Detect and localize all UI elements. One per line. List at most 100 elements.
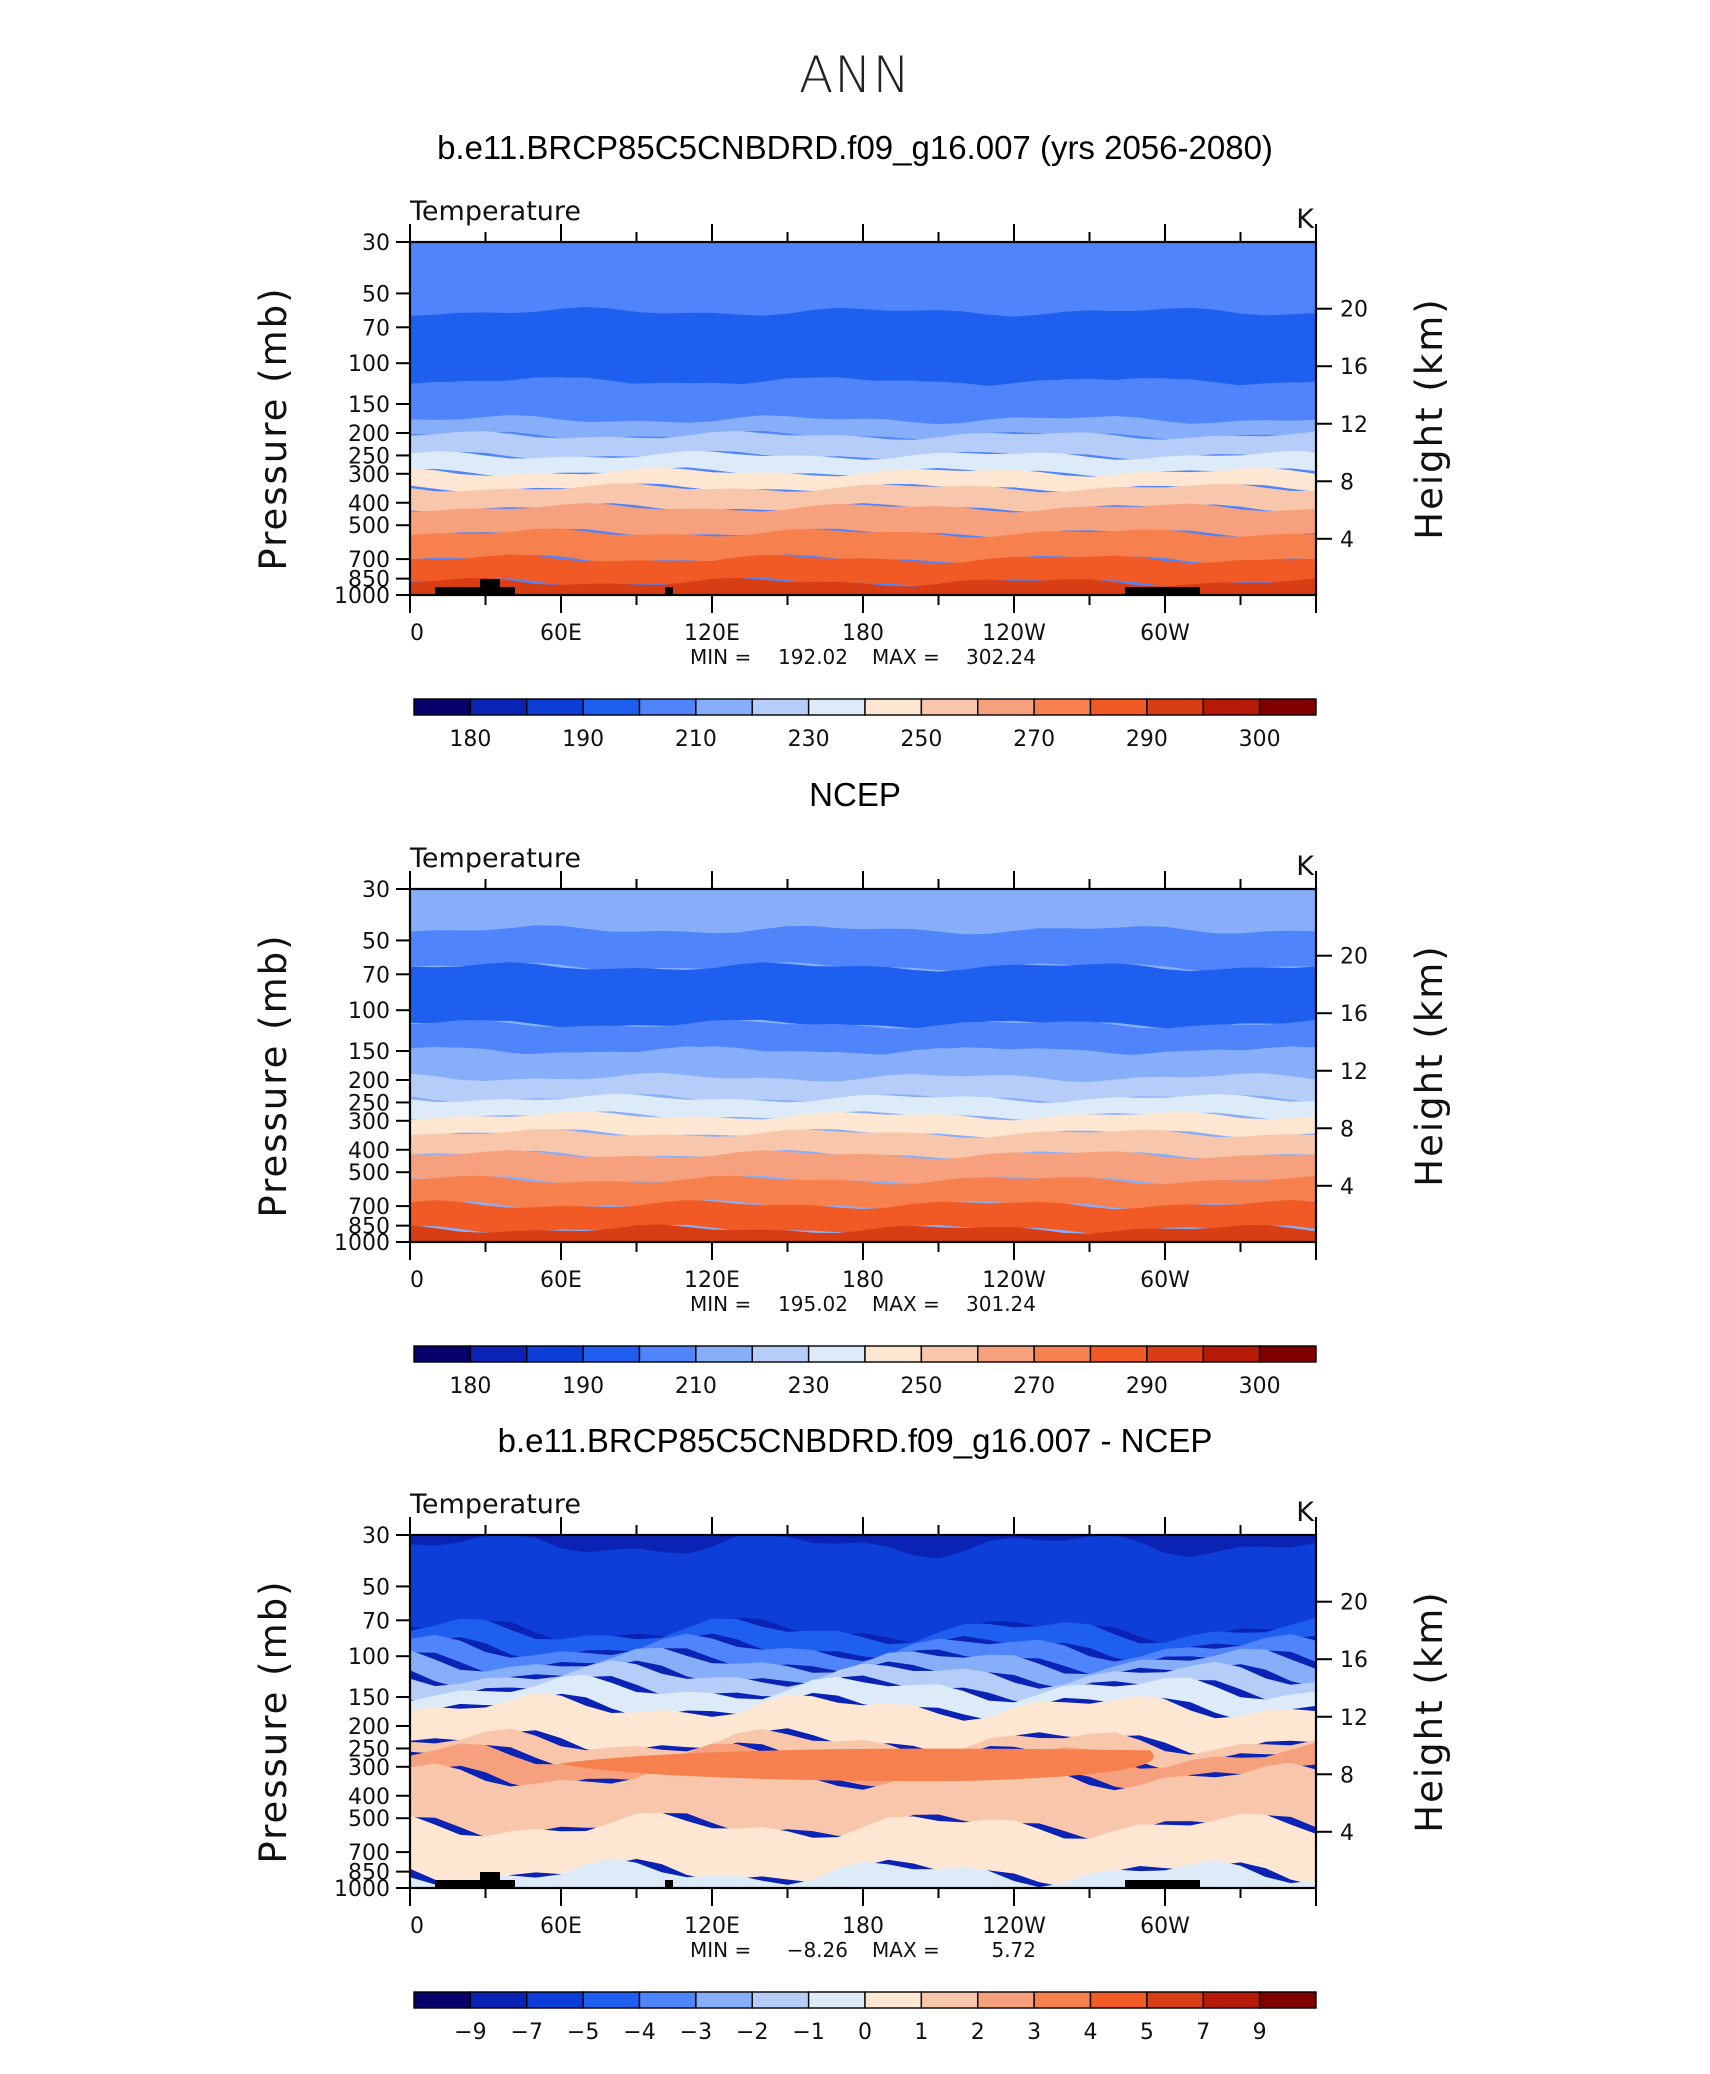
topography-block: [435, 1880, 515, 1888]
contour-band: [410, 1020, 1316, 1056]
max-label: MAX =: [872, 1938, 940, 1962]
colorbar-label: 210: [675, 1374, 717, 1399]
colorbar-swatch: [751, 1991, 810, 2009]
colorbar-swatch: [469, 698, 528, 716]
contour-band: [410, 431, 1316, 461]
colorbar-label: 4: [1084, 2020, 1098, 2045]
colorbar-label: 3: [1027, 2020, 1041, 2045]
x-tick-label: 120E: [684, 621, 740, 646]
y-tick-label: 500: [348, 1807, 390, 1832]
colorbar-label: 5: [1140, 2020, 1154, 2045]
colorbar-swatch: [807, 698, 866, 716]
x-tick-label: 0: [410, 1268, 424, 1293]
contour-band: [410, 414, 1316, 440]
x-tick-label: 60E: [540, 1268, 582, 1293]
contour-band: [410, 925, 1316, 972]
colorbar-swatch: [469, 1345, 528, 1363]
colorbar-swatch: [695, 1991, 753, 2009]
contour-band: [410, 307, 1316, 386]
y-tick-label: 500: [348, 514, 390, 539]
y-tick-label: 70: [362, 1609, 390, 1634]
y-tick-label: 250: [348, 444, 390, 469]
y-tick-label: 200: [348, 422, 390, 447]
colorbar-swatch: [638, 1991, 697, 2009]
contour-band: [410, 1660, 1316, 1703]
colorbar-label: 250: [900, 1374, 942, 1399]
colorbar-swatch: [864, 1345, 923, 1363]
x-tick-label: 60W: [1140, 621, 1190, 646]
variable-label: Temperature: [409, 196, 581, 227]
panel-3: b.e11.BRCP85C5CNBDRD.f09_g16.007 - NCEP T…: [252, 1422, 1451, 2045]
colorbar-label: 180: [449, 1374, 491, 1399]
panel-2: NCEP Temperature K 0 60E 120E 180 120W 60W MIN = 1…: [252, 776, 1451, 1399]
panel-subtitle: b.e11.BRCP85C5CNBDRD.f09_g16.007 (yrs 20…: [437, 129, 1273, 166]
y-tick-label: 1000: [334, 1877, 390, 1902]
y2-tick-label: 16: [1340, 1648, 1368, 1673]
colorbar-swatch: [413, 1345, 472, 1363]
colorbar-label: 230: [788, 1374, 830, 1399]
x-tick-label: 180: [842, 621, 884, 646]
topography-block: [435, 587, 515, 595]
colorbar-swatch: [864, 1991, 923, 2009]
y-tick-label: 150: [348, 393, 390, 418]
y2-tick-label: 4: [1340, 1175, 1354, 1200]
colorbar-swatch: [413, 698, 472, 716]
colorbar-swatch: [695, 698, 753, 716]
x-tick-label: 60E: [540, 1914, 582, 1939]
y2-tick-label: 8: [1340, 1763, 1354, 1788]
colorbar-swatch: [977, 698, 1035, 716]
y2-tick-label: 4: [1340, 528, 1354, 553]
colorbar-swatch: [1146, 1991, 1204, 2009]
contour-band: [410, 1110, 1316, 1138]
y-tick-label: 300: [348, 1756, 390, 1781]
colorbar-swatch: [807, 1991, 866, 2009]
y-tick-label: 250: [348, 1737, 390, 1762]
colorbar-label: −5: [567, 2020, 599, 2045]
colorbar-swatch: [1089, 1345, 1148, 1363]
colorbar-swatch: [864, 698, 923, 716]
min-label: MIN =: [690, 645, 751, 669]
colorbar-swatch: [582, 698, 641, 716]
colorbar-swatch: [638, 1345, 697, 1363]
x-tick-label: 180: [842, 1268, 884, 1293]
y-tick-label: 30: [362, 878, 390, 903]
colorbar-label: 290: [1126, 1374, 1168, 1399]
contour-band: [410, 1150, 1316, 1185]
topography-block: [480, 579, 500, 595]
topography-block: [480, 1872, 500, 1888]
y-tick-label: 200: [348, 1069, 390, 1094]
contour-band: [410, 577, 1316, 595]
colorbar-swatch: [1258, 698, 1317, 716]
colorbar-label: −1: [792, 2020, 824, 2045]
max-value: 5.72: [991, 1938, 1036, 1962]
panels: b.e11.BRCP85C5CNBDRD.f09_g16.007 (yrs 20…: [252, 129, 1451, 2045]
y2-tick-label: 12: [1340, 1706, 1368, 1731]
topography-block: [1125, 587, 1200, 595]
panel-1: b.e11.BRCP85C5CNBDRD.f09_g16.007 (yrs 20…: [252, 129, 1451, 752]
colorbar: 180 190 210 230 250 270 290 300: [413, 698, 1317, 752]
colorbar-swatch: [1202, 1345, 1261, 1363]
colorbar-label: 2: [971, 2020, 985, 2045]
y-tick-label: 250: [348, 1091, 390, 1116]
colorbar-label: 300: [1239, 1374, 1281, 1399]
colorbar-swatch: [1033, 698, 1092, 716]
colorbar-swatch: [751, 1345, 810, 1363]
y-axis-title: Pressure (mb): [252, 1579, 295, 1863]
y-tick-label: 400: [348, 492, 390, 517]
page-title: ANN: [799, 46, 911, 104]
colorbar-swatch: [1033, 1991, 1092, 2009]
min-value: 195.02: [778, 1292, 848, 1316]
y2-tick-label: 4: [1340, 1821, 1354, 1846]
y-tick-label: 700: [348, 1841, 390, 1866]
colorbar-swatch: [1202, 698, 1261, 716]
y-tick-label: 200: [348, 1715, 390, 1740]
y-tick-label: 70: [362, 316, 390, 341]
topography-block: [665, 1880, 673, 1888]
y-tick-label: 30: [362, 231, 390, 256]
y-tick-label: 100: [348, 1645, 390, 1670]
colorbar-swatch: [920, 1345, 979, 1363]
units-label: K: [1296, 1497, 1315, 1528]
y-axis-title: Pressure (mb): [252, 286, 295, 570]
